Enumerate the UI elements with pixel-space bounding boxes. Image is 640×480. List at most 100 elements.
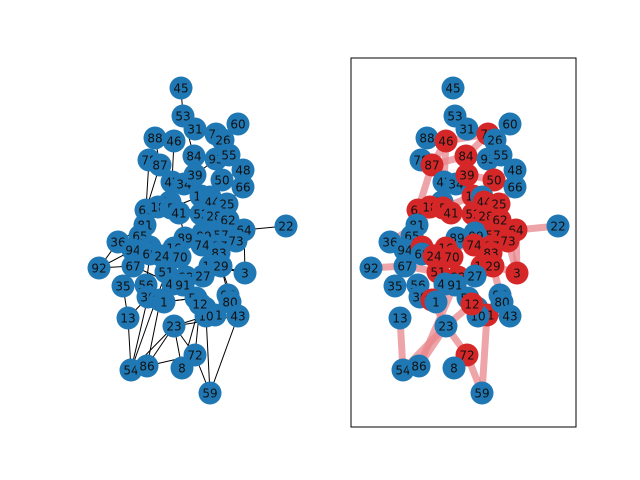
graph-node: 92 — [87, 256, 111, 280]
graph-node: 87 — [420, 153, 444, 177]
graph-node: 12 — [460, 292, 484, 316]
graph-node-circle — [415, 126, 439, 150]
graph-node-circle — [135, 354, 159, 378]
graph-node: 35 — [111, 274, 135, 298]
graph-node-label: 46 — [166, 135, 181, 149]
graph-node-label: 74 — [466, 239, 481, 253]
graph-node-circle — [482, 168, 506, 192]
graph-node: 8 — [170, 356, 194, 380]
graph-node-circle — [442, 356, 466, 380]
graph-node: 41 — [439, 201, 463, 225]
graph-node-label: 24 — [154, 250, 169, 264]
graph-node: 86 — [407, 354, 431, 378]
graph-node-label: 91 — [447, 279, 462, 293]
graph-node: 39 — [455, 163, 479, 187]
graph-node-label: 72 — [459, 349, 474, 363]
graph-node-label: 84 — [186, 150, 201, 164]
graph-node: 55 — [217, 143, 241, 167]
graph-node-circle — [170, 356, 194, 380]
graph-node-circle — [440, 245, 464, 269]
graph-node-label: 72 — [187, 349, 202, 363]
graph-node-label: 73 — [500, 235, 515, 249]
graph-node: 46 — [434, 129, 458, 153]
graph-node-circle — [498, 112, 522, 136]
graph-node-label: 88 — [147, 132, 162, 146]
graph-node-circle — [434, 314, 458, 338]
graph-node-circle — [168, 245, 192, 269]
graph-node-circle — [546, 214, 570, 238]
graph-node-label: 55 — [221, 149, 236, 163]
graph-node: 8 — [442, 356, 466, 380]
graph-node-label: 45 — [445, 82, 460, 96]
graph-node: 67 — [121, 254, 145, 278]
graph-node-label: 3 — [513, 267, 521, 281]
graph-node-label: 13 — [392, 312, 407, 326]
graph-node: 59 — [198, 381, 222, 405]
graph-node-circle — [498, 304, 522, 328]
graph-node: 43 — [226, 304, 250, 328]
graph-node-label: 48 — [235, 164, 250, 178]
graph-edge — [130, 271, 167, 371]
graph-node-label: 92 — [363, 262, 378, 276]
graph-node: 46 — [162, 129, 186, 153]
graph-node: 60 — [226, 112, 250, 136]
graph-edge — [130, 296, 149, 371]
graph-node-label: 74 — [194, 239, 209, 253]
graph-node: 70 — [168, 245, 192, 269]
graph-node-label: 84 — [458, 150, 473, 164]
graph-node-circle — [470, 381, 494, 405]
graph-node-label: 8 — [450, 362, 458, 376]
graph-node-circle — [198, 381, 222, 405]
graph-node-label: 43 — [230, 310, 245, 324]
graph-node-label: 67 — [125, 260, 140, 274]
graph-node: 27 — [463, 264, 487, 288]
graph-node-circle — [162, 129, 186, 153]
graph-node: 13 — [388, 306, 412, 330]
graph-node-label: 43 — [502, 310, 517, 324]
graph-node-label: 27 — [195, 270, 210, 284]
graph-node-label: 22 — [550, 220, 565, 234]
graph-node-circle — [454, 144, 478, 168]
graph-node-circle — [424, 290, 448, 314]
graph-node-label: 70 — [444, 251, 459, 265]
graph-node: 1 — [152, 290, 176, 314]
graph-node-circle — [226, 304, 250, 328]
graph-node: 23 — [162, 314, 186, 338]
graph-node: 43 — [498, 304, 522, 328]
graph-node-label: 53 — [175, 110, 190, 124]
graph-node-label: 73 — [228, 235, 243, 249]
graph-node-circle — [505, 261, 529, 285]
graph-node: 35 — [383, 274, 407, 298]
graph-node: 88 — [143, 126, 167, 150]
graph-node: 84 — [182, 144, 206, 168]
graph-node-circle — [388, 306, 412, 330]
graph-node: 55 — [489, 143, 513, 167]
graph-node-label: 23 — [166, 320, 181, 334]
graph-node-circle — [441, 76, 465, 100]
graph-node-circle — [87, 256, 111, 280]
graph-node-circle — [481, 254, 505, 278]
graph-node-label: 41 — [443, 207, 458, 221]
graph-node-label: 22 — [278, 220, 293, 234]
graph-node: 31 — [183, 117, 207, 141]
graph-node-label: 67 — [397, 260, 412, 274]
graph-node-label: 25 — [219, 198, 234, 212]
right-graph-nodes: 4553317560884626788784935548423439506633… — [359, 76, 570, 405]
graph-node-circle — [455, 117, 479, 141]
graph-node-circle — [167, 201, 191, 225]
graph-node-label: 54 — [123, 364, 138, 378]
graph-node: 22 — [546, 214, 570, 238]
graph-node-label: 36 — [110, 236, 125, 250]
graph-edge — [209, 315, 239, 394]
graph-node-label: 59 — [474, 387, 489, 401]
graph-node-circle — [183, 163, 207, 187]
graph-node-circle — [182, 144, 206, 168]
graph-node-label: 27 — [467, 270, 482, 284]
graph-node-label: 66 — [235, 181, 250, 195]
graph-node: 1 — [424, 290, 448, 314]
graph-node-circle — [503, 175, 527, 199]
graph-node-label: 87 — [424, 159, 439, 173]
graph-node-label: 60 — [230, 118, 245, 132]
graph-node: 12 — [188, 292, 212, 316]
